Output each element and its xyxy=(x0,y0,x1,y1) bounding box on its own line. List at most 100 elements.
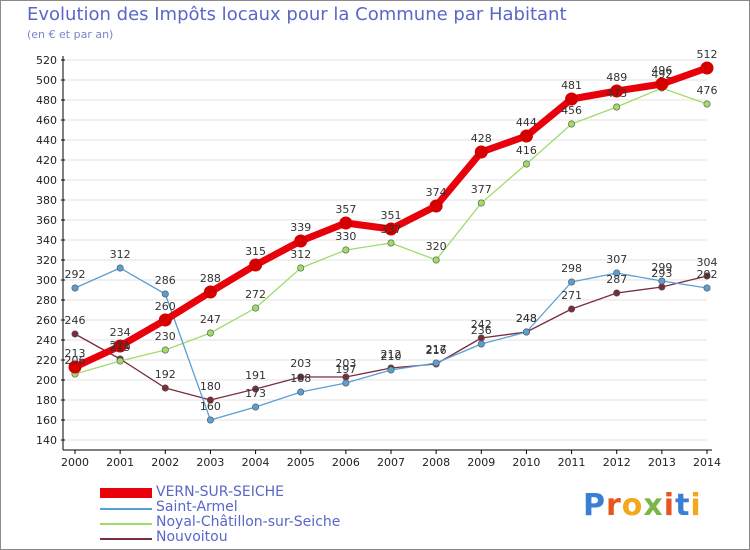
x-tick-label: 2003 xyxy=(196,456,224,469)
logo-letter: t xyxy=(675,488,691,523)
data-label-nouvoitou: 216 xyxy=(426,344,447,357)
y-tick-label: 380 xyxy=(36,194,57,207)
data-label-noyal: 219 xyxy=(110,341,131,354)
data-label-nouvoitou: 180 xyxy=(200,380,221,393)
y-tick-label: 200 xyxy=(36,374,57,387)
y-tick-label: 340 xyxy=(36,234,57,247)
data-point-vern xyxy=(700,61,714,75)
data-point-vern xyxy=(429,199,443,213)
data-label-saint_armel: 292 xyxy=(65,268,86,281)
x-tick-label: 2002 xyxy=(151,456,179,469)
y-tick-label: 140 xyxy=(36,434,57,447)
data-label-nouvoitou: 221 xyxy=(110,339,131,352)
data-label-vern: 315 xyxy=(245,245,266,258)
data-label-nouvoitou: 203 xyxy=(290,357,311,370)
data-label-nouvoitou: 191 xyxy=(245,369,266,382)
data-label-saint_armel: 217 xyxy=(426,343,447,356)
data-label-vern: 374 xyxy=(426,186,447,199)
data-point-noyal xyxy=(477,199,485,207)
data-label-saint_armel: 160 xyxy=(200,400,221,413)
data-label-saint_armel: 248 xyxy=(516,312,537,325)
data-label-noyal: 492 xyxy=(651,68,672,81)
data-point-vern xyxy=(610,84,624,98)
data-point-saint_armel xyxy=(297,388,305,396)
y-tick-label: 440 xyxy=(36,134,57,147)
y-tick-label: 240 xyxy=(36,334,57,347)
legend-swatch-saint-armel xyxy=(100,508,152,510)
data-label-vern: 512 xyxy=(697,48,718,61)
legend-label-noyal: Noyal-Châtillon-sur-Seiche xyxy=(156,514,341,530)
data-label-noyal: 330 xyxy=(335,230,356,243)
data-point-saint_armel xyxy=(387,366,395,374)
data-label-noyal: 377 xyxy=(471,183,492,196)
data-label-vern: 444 xyxy=(516,116,537,129)
x-tick-label: 2005 xyxy=(287,456,315,469)
data-point-vern xyxy=(113,339,127,353)
data-point-noyal xyxy=(568,120,576,128)
data-label-saint_armel: 197 xyxy=(335,363,356,376)
data-label-saint_armel: 173 xyxy=(245,387,266,400)
data-point-saint_armel xyxy=(477,340,485,348)
data-point-noyal xyxy=(161,346,169,354)
data-label-noyal: 272 xyxy=(245,288,266,301)
data-point-saint_armel xyxy=(116,264,124,272)
data-point-vern xyxy=(203,285,217,299)
data-label-vern: 496 xyxy=(651,64,672,77)
data-point-noyal xyxy=(206,329,214,337)
data-point-vern xyxy=(68,360,82,374)
data-label-saint_armel: 292 xyxy=(697,268,718,281)
data-point-nouvoitou xyxy=(161,384,169,392)
data-label-noyal: 456 xyxy=(561,104,582,117)
legend-label-vern: VERN-SUR-SEICHE xyxy=(156,484,285,500)
data-label-vern: 489 xyxy=(606,71,627,84)
data-label-nouvoitou: 203 xyxy=(335,357,356,370)
data-label-vern: 428 xyxy=(471,132,492,145)
data-point-noyal xyxy=(252,304,260,312)
data-point-nouvoitou xyxy=(252,385,260,393)
y-tick-label: 300 xyxy=(36,274,57,287)
data-label-saint_armel: 312 xyxy=(110,248,131,261)
y-tick-label: 460 xyxy=(36,114,57,127)
chart-title: Evolution des Impôts locaux pour la Comm… xyxy=(27,4,567,25)
data-point-vern xyxy=(158,313,172,327)
legend-label-nouvoitou: Nouvoitou xyxy=(156,529,228,545)
data-label-nouvoitou: 246 xyxy=(65,314,86,327)
data-label-nouvoitou: 242 xyxy=(471,318,492,331)
data-label-saint_armel: 298 xyxy=(561,262,582,275)
data-label-nouvoitou: 192 xyxy=(155,368,176,381)
data-point-noyal xyxy=(432,256,440,264)
data-label-saint_armel: 286 xyxy=(155,274,176,287)
data-label-saint_armel: 188 xyxy=(290,372,311,385)
data-point-noyal xyxy=(342,246,350,254)
data-point-saint_armel xyxy=(161,290,169,298)
x-tick-label: 2000 xyxy=(61,456,89,469)
data-point-saint_armel xyxy=(568,278,576,286)
x-tick-label: 2013 xyxy=(648,456,676,469)
y-tick-label: 320 xyxy=(36,254,57,267)
data-point-saint_armel xyxy=(206,416,214,424)
data-label-vern: 288 xyxy=(200,272,221,285)
x-tick-label: 2008 xyxy=(422,456,450,469)
data-point-vern xyxy=(565,92,579,106)
data-point-saint_armel xyxy=(522,328,530,336)
data-point-saint_armel xyxy=(342,379,350,387)
data-label-noyal: 476 xyxy=(697,84,718,97)
data-label-vern: 351 xyxy=(381,209,402,222)
data-point-nouvoitou xyxy=(568,305,576,313)
data-point-vern xyxy=(519,129,533,143)
data-point-vern xyxy=(655,77,669,91)
data-point-noyal xyxy=(387,239,395,247)
data-label-noyal: 312 xyxy=(290,248,311,261)
data-label-noyal: 416 xyxy=(516,144,537,157)
y-tick-label: 400 xyxy=(36,174,57,187)
logo-letter: x xyxy=(643,488,664,523)
data-label-vern: 213 xyxy=(65,347,86,360)
y-tick-label: 500 xyxy=(36,74,57,87)
data-point-nouvoitou xyxy=(703,272,711,280)
y-tick-label: 520 xyxy=(36,54,57,67)
data-point-nouvoitou xyxy=(206,396,214,404)
data-point-vern xyxy=(384,222,398,236)
logo-letter: i xyxy=(690,488,702,523)
data-point-noyal xyxy=(613,103,621,111)
